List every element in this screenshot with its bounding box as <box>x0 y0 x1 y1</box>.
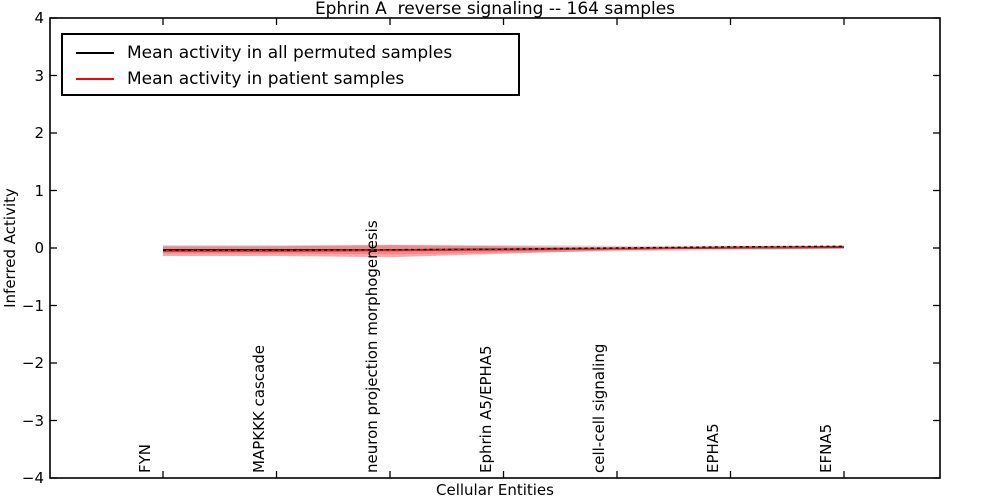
x-tick-label: EFNA5 <box>817 423 835 473</box>
x-tick-label: cell-cell signaling <box>590 343 608 473</box>
legend-label: Mean activity in patient samples <box>127 69 405 89</box>
legend-label: Mean activity in all permuted samples <box>127 43 453 63</box>
x-tick-label: FYN <box>136 443 154 473</box>
legend-box: Mean activity in all permuted samples Me… <box>61 33 520 96</box>
x-tick-label: Ephrin A5/EPHA5 <box>476 345 495 473</box>
y-tick-label: −4 <box>21 469 44 487</box>
x-tick-label: MAPKKK cascade <box>249 345 268 473</box>
y-tick-label: −2 <box>21 354 44 372</box>
y-tick-label: 1 <box>34 181 44 200</box>
y-tick-label: 4 <box>34 9 44 27</box>
y-tick-label: 2 <box>34 124 44 142</box>
dashed-zero-overlay-line <box>163 245 845 251</box>
y-tick-label: 3 <box>34 66 44 85</box>
y-tick-label: 0 <box>34 239 44 257</box>
legend-entry-permuted: Mean activity in all permuted samples <box>63 40 518 66</box>
legend-entry-patient: Mean activity in patient samples <box>63 66 518 92</box>
x-axis-label: Cellular Entities <box>436 481 554 499</box>
legend-line-sample-black <box>76 52 114 54</box>
legend-line-sample-red <box>76 78 114 80</box>
x-tick-label: EPHA5 <box>703 423 722 473</box>
chart-title: Ephrin A reverse signaling -- 164 sample… <box>314 0 676 19</box>
x-tick-label: neuron projection morphogenesis <box>363 220 381 473</box>
y-tick-label: −1 <box>21 296 44 315</box>
y-tick-label: −3 <box>21 411 44 430</box>
